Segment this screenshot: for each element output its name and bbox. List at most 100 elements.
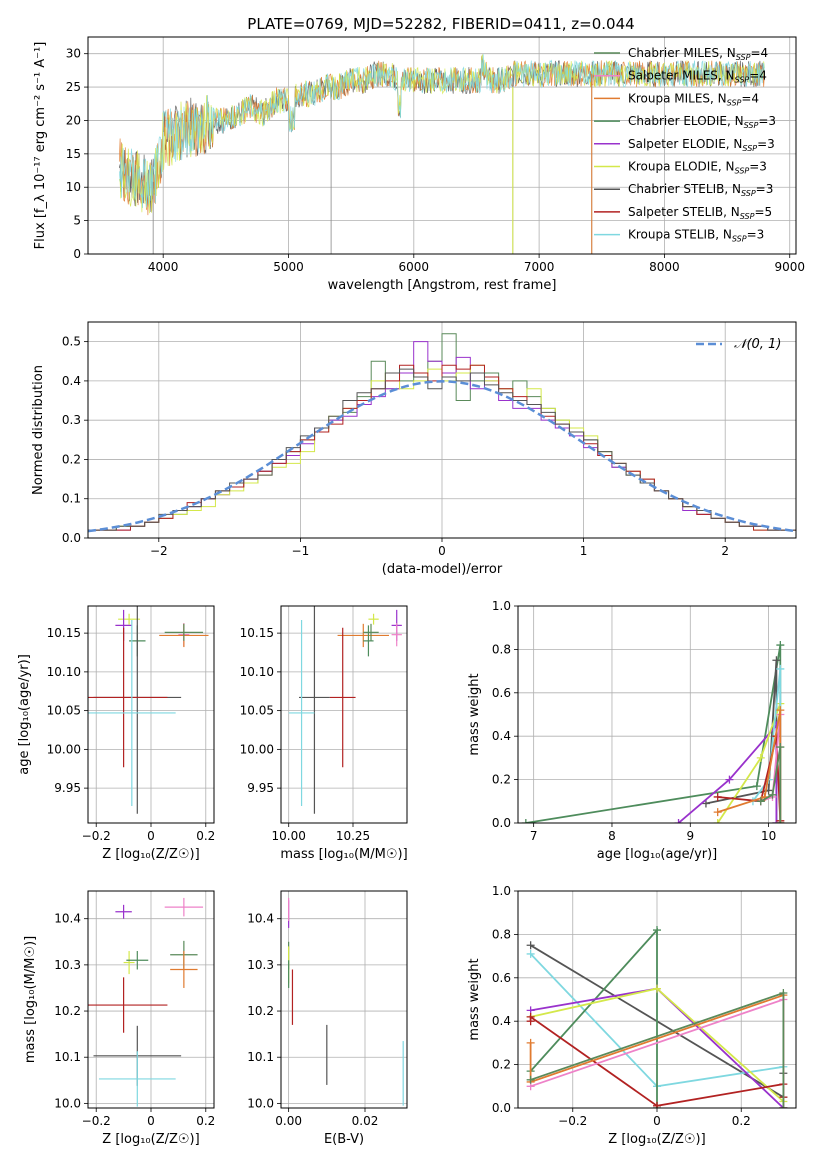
y-tick-label: 0.4: [62, 374, 81, 388]
y-tick-label: 0.0: [492, 816, 511, 830]
series-marker: [526, 941, 535, 950]
series-marker: [768, 790, 777, 799]
y-tick-label: 9.95: [247, 781, 274, 795]
age-vs-mass-frame: [280, 605, 408, 824]
x-tick-label: 2: [721, 544, 729, 558]
mass-vs-Z-frame: [87, 890, 215, 1109]
y-tick-label: 0.5: [62, 335, 81, 349]
x-axis-label: Z [log₁₀(Z/Z☉)]: [102, 847, 199, 862]
x-tick-label: −0.2: [82, 829, 111, 843]
x-tick-label: 8: [608, 829, 616, 843]
legend-label: Chabrier ELODIE, NSSP=3: [628, 114, 776, 130]
y-tick-label: 0.0: [492, 1101, 511, 1115]
y-tick-label: 10.05: [47, 704, 81, 718]
series-marker: [526, 1038, 535, 1047]
y-tick-label: 1.0: [492, 599, 511, 613]
y-tick-label: 10.3: [247, 958, 274, 972]
histogram-group: [88, 333, 796, 538]
y-tick-label: 0.6: [492, 686, 511, 700]
series-marker: [521, 819, 530, 823]
x-tick-label: 10.00: [272, 829, 306, 843]
x-axis-label: (data-model)/error: [382, 562, 503, 577]
legend-label: Chabrier STELIB, NSSP=3: [628, 182, 773, 198]
legend-label: Salpeter MILES, NSSP=4: [628, 69, 767, 85]
mass-vs-Z-points: [88, 897, 204, 1107]
x-axis-label: mass [log₁₀(M/M☉)]: [280, 847, 407, 862]
y-tick-label: 30: [66, 47, 81, 61]
y-axis-label: Normed distribution: [31, 365, 46, 495]
y-tick-label: 1.0: [492, 884, 511, 898]
y-tick-label: 10.15: [240, 626, 274, 640]
weight-vs-age-frame: [517, 605, 797, 824]
panels-group: 4000 5000 6000 7000 8000 9000051015202530wave…: [17, 36, 805, 1147]
legend-label: Chabrier MILES, NSSP=4: [628, 46, 768, 62]
series-marker: [752, 782, 761, 791]
series-marker: [779, 988, 788, 997]
x-tick-label: 8000: [649, 260, 680, 274]
series-marker: [776, 641, 785, 650]
legend-label: Kroupa ELODIE, NSSP=3: [628, 160, 767, 176]
y-tick-label: 10.10: [47, 665, 81, 679]
series-line: [717, 735, 782, 821]
y-tick-label: 0.8: [492, 927, 511, 941]
weight-vs-age-axes: 7 8 9 10 0.0 0.2 0.4 0.6 0.8 1.0 age [log₁₀(age/yr…: [467, 599, 796, 862]
y-tick-label: 10.4: [54, 912, 81, 926]
x-tick-label: 0: [653, 1114, 661, 1128]
legend-label: Salpeter STELIB, NSSP=5: [628, 205, 772, 221]
x-tick-label: 0: [147, 1114, 155, 1128]
x-tick-label: −2: [150, 544, 168, 558]
mass-vs-Z-axes: −0.2 0 0.2 10.0 10.1 10.2 10.3 10.4 Z [log₁₀(Z/Z…: [23, 891, 215, 1147]
x-tick-label: −0.2: [558, 1114, 587, 1128]
series-marker: [776, 706, 785, 715]
y-tick-label: 9.95: [54, 781, 81, 795]
y-tick-label: 10.3: [54, 958, 81, 972]
series-marker: [701, 799, 710, 808]
series-marker: [526, 949, 535, 958]
y-tick-label: 10.15: [47, 626, 81, 640]
series-marker: [725, 775, 734, 784]
x-tick-label: −1: [292, 544, 310, 558]
mass-vs-EBV-axes: 0.00 0.02 10.0 10.1 10.2 10.3 10.4 E(B-V): [247, 891, 407, 1147]
y-tick-label: 0.2: [492, 773, 511, 787]
y-tick-label: 20: [66, 113, 81, 127]
x-tick-label: 0.2: [732, 1114, 751, 1128]
y-tick-label: 10.2: [54, 1004, 81, 1018]
y-tick-label: 0.2: [492, 1058, 511, 1072]
age-vs-mass-axes: 10.00 10.25 9.95 10.00 10.05 10.10 10.15 mass […: [240, 606, 408, 862]
y-tick-label: 10.00: [47, 742, 81, 756]
y-tick-label: 0.4: [492, 1014, 511, 1028]
y-tick-label: 0.0: [62, 531, 81, 545]
x-tick-label: 7: [530, 829, 538, 843]
x-tick-label: 10.25: [336, 829, 370, 843]
mass-vs-EBV-points: [288, 897, 404, 1106]
x-tick-label: 0: [438, 544, 446, 558]
x-tick-label: −0.2: [82, 1114, 111, 1128]
x-tick-label: 1: [580, 544, 588, 558]
legend-label: 𝒩(0, 1): [734, 337, 781, 352]
x-tick-label: 0.00: [275, 1114, 302, 1128]
y-tick-label: 10.4: [247, 912, 274, 926]
legend-label: Kroupa MILES, NSSP=4: [628, 91, 759, 107]
y-axis-label: age [log₁₀(age/yr)]: [17, 654, 32, 775]
x-tick-label: 5000: [273, 260, 304, 274]
x-tick-label: 9000: [774, 260, 805, 274]
y-tick-label: 0.8: [492, 642, 511, 656]
x-axis-label: age [log₁₀(age/yr)]: [597, 847, 718, 862]
weight-vs-Z-lines: [526, 926, 788, 1108]
x-tick-label: 6000: [399, 260, 430, 274]
x-tick-label: 0: [147, 829, 155, 843]
y-tick-label: 10: [66, 180, 81, 194]
x-axis-label: E(B-V): [324, 1132, 364, 1147]
series-marker: [713, 819, 722, 823]
series-marker: [713, 808, 722, 817]
series-marker: [779, 1104, 788, 1108]
x-axis-label: Z [log₁₀(Z/Z☉)]: [102, 1132, 199, 1147]
spectrum-line: [118, 54, 765, 214]
age-vs-Z-frame: [87, 605, 215, 824]
y-tick-label: 10.0: [247, 1096, 274, 1110]
x-tick-label: 9: [686, 829, 694, 843]
y-tick-label: 10.1: [247, 1050, 274, 1064]
y-tick-label: 0.4: [492, 729, 511, 743]
x-tick-label: 0.2: [196, 829, 215, 843]
x-tick-label: 7000: [524, 260, 555, 274]
